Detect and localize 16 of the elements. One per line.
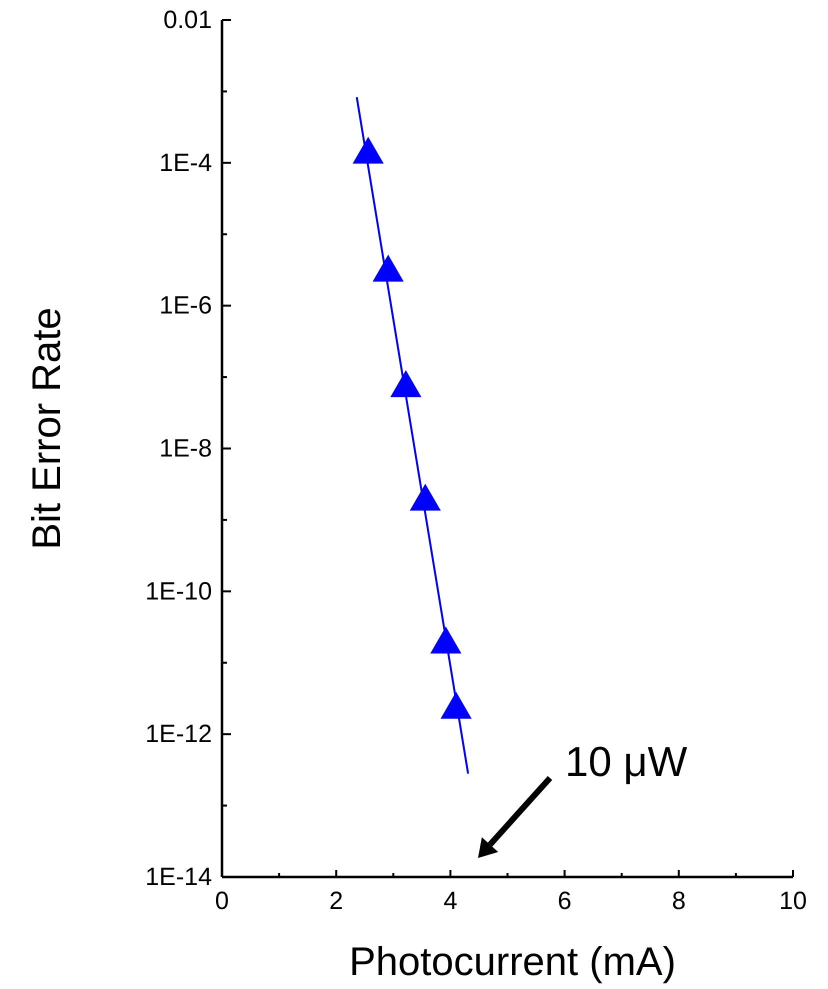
annotation: 10 μW (565, 738, 688, 785)
x-tick-label: 4 (443, 886, 458, 915)
y-tick-label: 1E-8 (159, 434, 212, 462)
y-tick-label: 1E-14 (145, 863, 212, 891)
y-tick-label: 1E-4 (159, 148, 212, 177)
x-tick-label: 6 (558, 886, 572, 915)
y-tick-label: 1E-10 (145, 577, 212, 606)
x-tick-label: 2 (329, 886, 344, 915)
y-tick-label: 1E-12 (145, 720, 212, 748)
x-tick-label: 0 (215, 886, 229, 915)
y-axis-title: Bit Error Rate (25, 307, 69, 550)
y-tick-label: 0.01 (163, 6, 212, 34)
x-tick-label: 8 (672, 886, 686, 915)
x-axis-title: Photocurrent (mA) (349, 940, 676, 984)
x-tick-label: 10 (779, 886, 807, 915)
y-tick-label: 1E-6 (159, 292, 212, 320)
